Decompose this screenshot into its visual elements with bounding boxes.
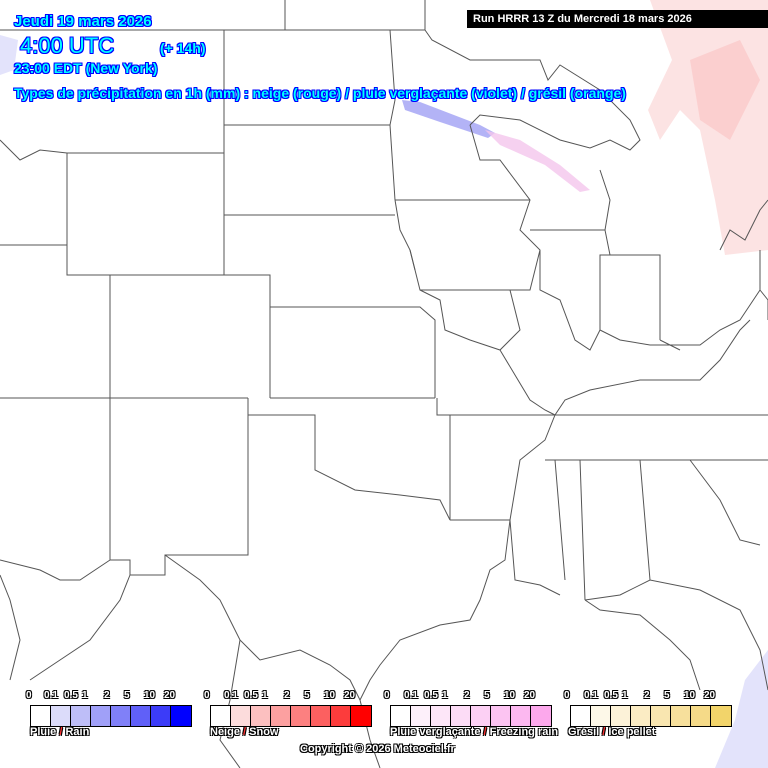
rain-color-scale bbox=[30, 705, 192, 727]
tick: 0.1 bbox=[224, 690, 238, 701]
color-swatch bbox=[331, 706, 351, 726]
tick: 0.1 bbox=[404, 690, 418, 701]
local-time: 23:00 EDT (New York) bbox=[14, 60, 158, 76]
tick: 0.5 bbox=[64, 690, 78, 701]
snow-area bbox=[648, 0, 768, 255]
color-swatch bbox=[71, 706, 91, 726]
color-swatch bbox=[531, 706, 551, 726]
color-swatch bbox=[91, 706, 111, 726]
color-swatch bbox=[511, 706, 531, 726]
color-swatch bbox=[211, 706, 231, 726]
tick: 10 bbox=[504, 690, 516, 701]
color-swatch bbox=[151, 706, 171, 726]
tick: 1 bbox=[622, 690, 628, 701]
tick: 0 bbox=[204, 690, 210, 701]
tick: 5 bbox=[664, 690, 670, 701]
snow-color-scale bbox=[210, 705, 372, 727]
tick: 0.1 bbox=[44, 690, 58, 701]
tick: 0.5 bbox=[244, 690, 258, 701]
tick: 2 bbox=[104, 690, 110, 701]
color-swatch bbox=[571, 706, 591, 726]
color-swatch bbox=[591, 706, 611, 726]
tick: 20 bbox=[524, 690, 536, 701]
utc-time: 4:00 UTC bbox=[20, 33, 115, 58]
tick: 20 bbox=[704, 690, 716, 701]
color-swatch bbox=[611, 706, 631, 726]
color-swatch bbox=[171, 706, 191, 726]
tick: 10 bbox=[144, 690, 156, 701]
tick: 1 bbox=[82, 690, 88, 701]
snow-streak bbox=[690, 40, 760, 140]
tick: 0.5 bbox=[424, 690, 438, 701]
color-swatch bbox=[311, 706, 331, 726]
color-swatch bbox=[231, 706, 251, 726]
color-swatch bbox=[31, 706, 51, 726]
tick: 20 bbox=[164, 690, 176, 701]
color-swatch bbox=[411, 706, 431, 726]
copyright: Copyright © 2026 Meteociel.fr bbox=[300, 743, 455, 755]
color-swatch bbox=[271, 706, 291, 726]
color-swatch bbox=[631, 706, 651, 726]
rain-area-northwest bbox=[0, 35, 18, 75]
color-swatch bbox=[351, 706, 371, 726]
tick: 2 bbox=[644, 690, 650, 701]
freezing-rain-streak bbox=[485, 130, 590, 192]
color-swatch bbox=[51, 706, 71, 726]
rain-streak bbox=[402, 100, 495, 138]
color-swatch bbox=[471, 706, 491, 726]
tick: 20 bbox=[344, 690, 356, 701]
color-swatch bbox=[671, 706, 691, 726]
forecast-date: Jeudi 19 mars 2026 bbox=[14, 13, 152, 30]
tick: 0 bbox=[564, 690, 570, 701]
tick: 0.5 bbox=[604, 690, 618, 701]
color-swatch bbox=[431, 706, 451, 726]
ice-pellet-color-scale bbox=[570, 705, 732, 727]
rain-area-southeast bbox=[715, 650, 768, 768]
color-swatch bbox=[251, 706, 271, 726]
forecast-offset: (+ 14h) bbox=[160, 40, 206, 56]
model-run-label: Run HRRR 13 Z du Mercredi 18 mars 2026 bbox=[467, 10, 768, 28]
legend-label: Grésil / Ice pellet bbox=[568, 726, 656, 738]
color-swatch bbox=[691, 706, 711, 726]
color-swatch bbox=[131, 706, 151, 726]
legend-label: Pluie verglaçante / Freezing rain bbox=[390, 726, 559, 738]
tick: 1 bbox=[442, 690, 448, 701]
color-swatch bbox=[391, 706, 411, 726]
color-swatch bbox=[291, 706, 311, 726]
tick: 0 bbox=[26, 690, 32, 701]
tick: 0.1 bbox=[584, 690, 598, 701]
tick: 10 bbox=[324, 690, 336, 701]
legend-label: Neige / Snow bbox=[210, 726, 279, 738]
tick: 1 bbox=[262, 690, 268, 701]
tick: 2 bbox=[284, 690, 290, 701]
legend-label: Pluie / Rain bbox=[30, 726, 90, 738]
tick: 2 bbox=[464, 690, 470, 701]
color-swatch bbox=[491, 706, 511, 726]
color-swatch bbox=[651, 706, 671, 726]
tick: 5 bbox=[124, 690, 130, 701]
tick: 5 bbox=[484, 690, 490, 701]
map-title: Types de précipitation en 1h (mm) : neig… bbox=[14, 85, 626, 101]
tick: 0 bbox=[384, 690, 390, 701]
tick: 5 bbox=[304, 690, 310, 701]
tick: 10 bbox=[684, 690, 696, 701]
color-swatch bbox=[451, 706, 471, 726]
freezing-rain-color-scale bbox=[390, 705, 552, 727]
color-swatch bbox=[111, 706, 131, 726]
color-swatch bbox=[711, 706, 731, 726]
